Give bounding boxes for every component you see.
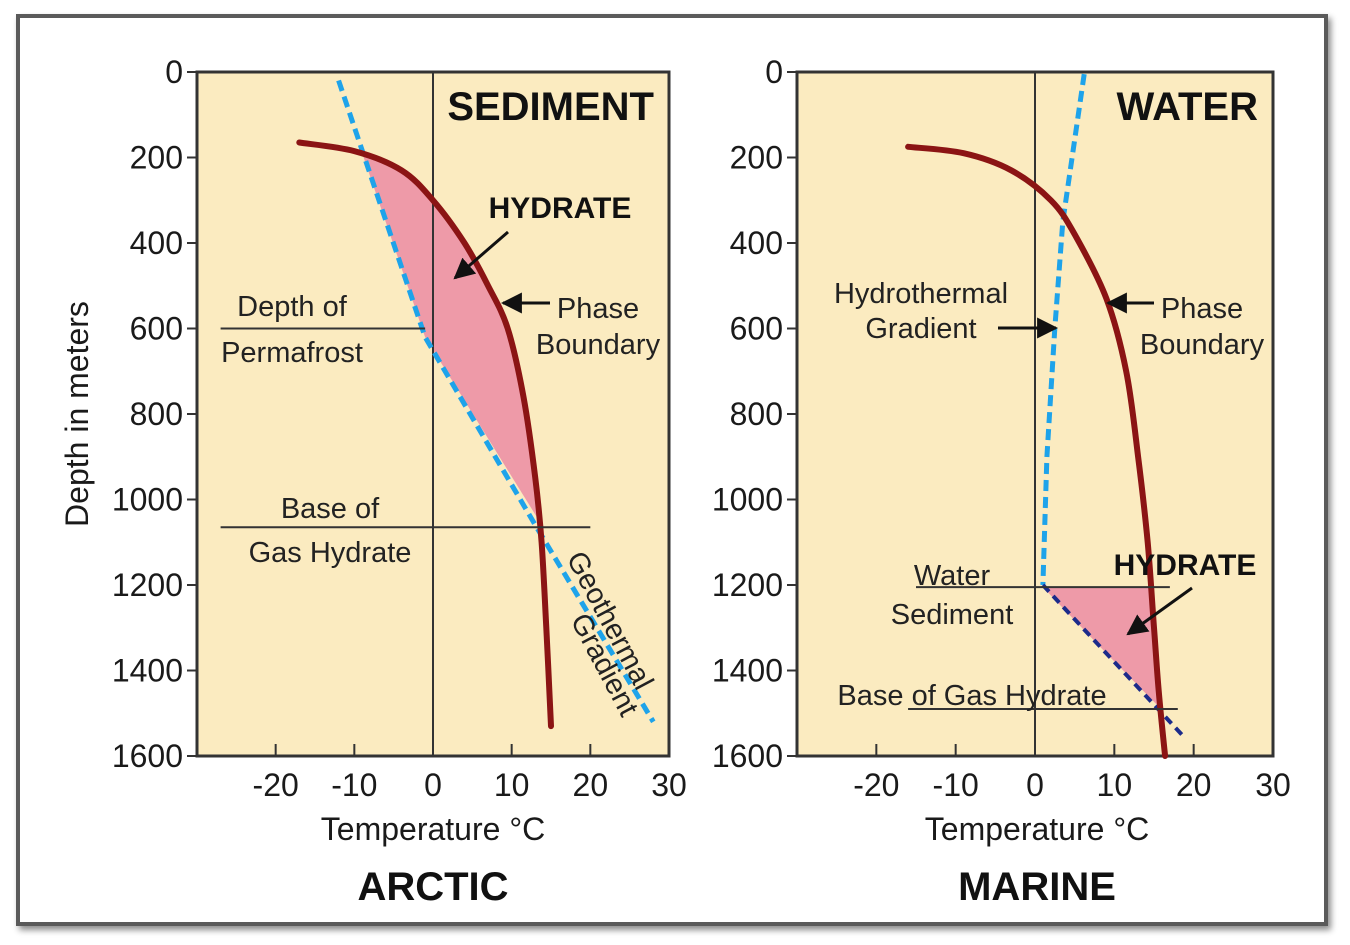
y-tick-label: 1200 — [112, 567, 183, 603]
y-tick-label: 1400 — [712, 653, 783, 689]
x-tick-label: 30 — [651, 767, 687, 803]
arctic-chart-title: ARCTIC — [357, 865, 508, 909]
x-tick-label: 20 — [573, 767, 609, 803]
marine-hydrate-label: HYDRATE — [1114, 549, 1257, 582]
marine-chart-title: MARINE — [958, 865, 1116, 909]
y-tick-label: 400 — [130, 225, 183, 261]
x-tick-label: -10 — [331, 767, 377, 803]
arctic-permafrost-label-line2: Permafrost — [221, 337, 363, 369]
x-tick-label: 0 — [1026, 767, 1044, 803]
arctic-phase-label-line1: Phase — [557, 293, 639, 325]
marine-hydro-label-line1: Hydrothermal — [834, 278, 1008, 310]
y-tick-label: 0 — [765, 54, 783, 90]
x-tick-label: 10 — [1097, 767, 1133, 803]
arctic-y-axis-title: Depth in meters — [59, 301, 95, 527]
marine-chart: 0 200 400 600 800 1000 1200 1400 1600 -20 -10 0 10 2… — [712, 54, 1291, 909]
arctic-hydrate-region — [362, 153, 540, 521]
arctic-geothermal-gradient-line — [336, 79, 656, 724]
y-tick-label: 800 — [730, 396, 783, 432]
arctic-permafrost-label-line1: Depth of — [237, 291, 348, 323]
x-tick-label: 30 — [1255, 767, 1291, 803]
y-tick-label: 600 — [130, 311, 183, 347]
arctic-phase-boundary-line — [296, 139, 554, 730]
x-tick-label: 0 — [424, 767, 442, 803]
y-tick-label: 0 — [165, 54, 183, 90]
y-tick-label: 1000 — [712, 482, 783, 518]
arctic-base-label-line2: Gas Hydrate — [249, 537, 412, 569]
marine-base-label: Base of Gas Hydrate — [837, 680, 1106, 712]
marine-hydrate-arrow — [1126, 586, 1193, 636]
x-tick-label: -20 — [253, 767, 299, 803]
marine-water-label: Water — [914, 560, 991, 592]
marine-hydro-label-line2: Gradient — [865, 313, 976, 345]
y-tick-label: 1000 — [112, 482, 183, 518]
arctic-hydrate-label: HYDRATE — [489, 192, 632, 225]
arctic-phase-label-line2: Boundary — [536, 329, 661, 361]
y-tick-label: 1400 — [112, 653, 183, 689]
arctic-panel-label: SEDIMENT — [447, 85, 654, 129]
arctic-hydrate-arrow — [453, 230, 509, 280]
x-tick-label: 20 — [1176, 767, 1212, 803]
marine-x-axis-title: Temperature °C — [925, 811, 1149, 847]
arctic-base-label-line1: Base of — [281, 493, 380, 525]
y-tick-label: 800 — [130, 396, 183, 432]
y-tick-label: 1600 — [112, 738, 183, 774]
marine-sediment-label: Sediment — [891, 599, 1014, 631]
y-tick-label: 400 — [730, 225, 783, 261]
arctic-x-axis-title: Temperature °C — [321, 811, 545, 847]
x-tick-label: -20 — [853, 767, 899, 803]
marine-phase-label-line1: Phase — [1161, 293, 1243, 325]
y-tick-label: 600 — [730, 311, 783, 347]
y-tick-label: 1200 — [712, 567, 783, 603]
y-tick-label: 200 — [130, 140, 183, 176]
y-tick-label: 1600 — [712, 738, 783, 774]
arctic-chart: 0 200 400 600 800 1000 1200 1400 1600 -20 -10 0 10 2… — [59, 54, 687, 909]
marine-panel-label: WATER — [1117, 85, 1259, 129]
marine-phase-label-line2: Boundary — [1140, 329, 1265, 361]
y-tick-label: 200 — [730, 140, 783, 176]
marine-phase-boundary-line — [905, 143, 1169, 759]
x-tick-label: 10 — [494, 767, 530, 803]
x-tick-label: -10 — [933, 767, 979, 803]
